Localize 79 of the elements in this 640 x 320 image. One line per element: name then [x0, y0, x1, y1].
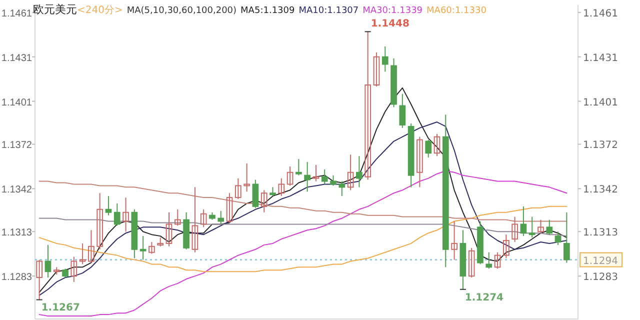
- y-tick-label: 1.1372: [1, 140, 32, 152]
- candlestick: [520, 206, 527, 237]
- candlestick: [36, 259, 43, 300]
- text: MA5:1.1309: [240, 6, 295, 16]
- annotation: MA(5,10,30,60,100,200): [126, 6, 237, 16]
- candlestick: [399, 93, 406, 128]
- candlestick: [140, 236, 146, 260]
- candlestick: [416, 136, 423, 188]
- candlestick: [166, 212, 172, 247]
- candlestick: [260, 190, 268, 213]
- annotation: 1.1274: [464, 292, 504, 304]
- candlestick: [286, 166, 294, 186]
- y2-tick-label: 1.1313: [583, 228, 618, 239]
- candlestick: [295, 158, 302, 176]
- candlestick: [174, 208, 181, 226]
- line-series: [38, 170, 568, 317]
- candlestick: [382, 46, 388, 72]
- candlestick: [338, 180, 346, 197]
- chart-subtitle: <240分>: [77, 4, 123, 16]
- candlestick: [486, 252, 492, 270]
- y2-tick-label: 1.1431: [583, 52, 618, 64]
- candlestick: [528, 216, 536, 238]
- annotation: 1.1267: [41, 302, 80, 314]
- candlestick: [373, 52, 380, 87]
- candlestick: [148, 241, 155, 254]
- candlestick: [546, 219, 553, 236]
- candlestick: [425, 139, 432, 158]
- y2-tick-label: 1.1401: [583, 97, 618, 108]
- candlestick: [538, 219, 544, 234]
- text: MA30:1.1339: [362, 6, 423, 16]
- y-tick-label: 1.1342: [1, 184, 32, 196]
- candlestick: [200, 208, 207, 228]
- y-tick-label: 1.1461: [1, 8, 32, 20]
- candlestick: [304, 162, 311, 192]
- candlestick: [451, 220, 458, 260]
- y2-tick-label: 1.1461: [583, 8, 618, 20]
- candlestick: [226, 192, 233, 224]
- line-series: [38, 180, 568, 222]
- text: MA10:1.1307: [298, 6, 359, 16]
- candlestick: [122, 197, 129, 232]
- y-tick-label: 1.1431: [1, 52, 32, 64]
- candlestick: [502, 234, 510, 259]
- candlestick: [114, 202, 120, 226]
- candlestick: [79, 242, 86, 265]
- line-series: [38, 206, 568, 272]
- candlestick: [512, 216, 518, 242]
- y-tick-label: 1.1401: [1, 97, 32, 108]
- chart-title: 欧元美元: [33, 3, 77, 16]
- candlestick: [192, 186, 198, 253]
- y-tick-label: 1.1283: [1, 272, 32, 284]
- candlestick: [44, 244, 52, 278]
- candlestick: [105, 196, 112, 216]
- annotation: 1.1448: [370, 18, 410, 30]
- y-tick-label: 1.1313: [1, 228, 32, 239]
- y2-tick-label: 1.1372: [583, 140, 618, 152]
- text: MA60:1.1330: [426, 6, 487, 16]
- candlestick: [356, 156, 362, 188]
- y2-tick-label: 1.1342: [583, 184, 618, 196]
- candlestick: [252, 179, 259, 208]
- candlestick: [321, 168, 328, 185]
- candlestick: [554, 231, 562, 246]
- candlestick: [88, 230, 94, 264]
- candlestick: [494, 252, 501, 270]
- candlestick: [563, 212, 570, 264]
- candlestick: [330, 174, 336, 186]
- candlestick: [278, 178, 285, 197]
- y2-tick-label: 1.1283: [583, 272, 618, 284]
- candlestick: [364, 31, 372, 180]
- candlestick: [347, 154, 354, 191]
- candlestick: [244, 162, 250, 192]
- line-series: [38, 87, 568, 293]
- candlestick: [218, 210, 224, 225]
- candlestick: [96, 192, 104, 250]
- candlestick: [70, 256, 78, 282]
- candlestick: [468, 247, 475, 278]
- candlestick: [234, 178, 242, 200]
- candlestick: [434, 133, 440, 157]
- ref-line-label: 1.1294: [583, 256, 618, 267]
- candlestick: [312, 164, 320, 182]
